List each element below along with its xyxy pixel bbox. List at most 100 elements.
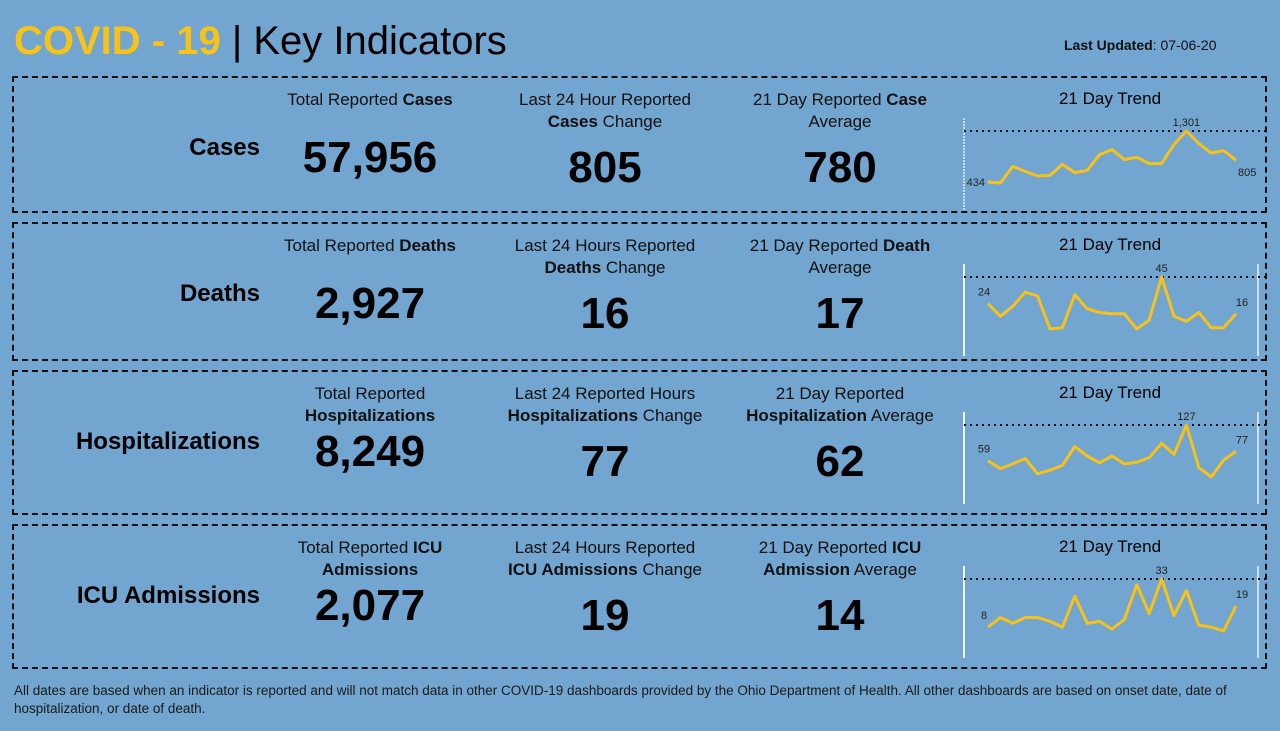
trend-max-label: 45	[1155, 263, 1167, 275]
metric-label: Total Reported ICU Admissions	[250, 537, 490, 581]
metric-label-text: Total Reported	[284, 236, 400, 255]
trend-last-label: 19	[1236, 589, 1248, 601]
metric-label-line: Hospitalizations Change	[485, 405, 725, 427]
metric-label-text: Last 24 Hours Reported	[514, 236, 696, 255]
metric-label-text: Hospitalizations	[507, 406, 639, 425]
metric-label-line: Total Reported	[250, 383, 490, 405]
trend-chart-deaths: 24 16 45	[963, 263, 1268, 356]
metric-label-text: Change	[637, 560, 702, 579]
metric-label-line: Last 24 Hours Reported	[485, 537, 725, 559]
row-label-icu-admissions: ICU Admissions	[76, 582, 260, 609]
trend-last-label: 77	[1236, 434, 1248, 446]
metric-value: 57,956	[302, 133, 438, 182]
trend-title: 21 Day Trend	[1058, 89, 1162, 108]
metric-label-text: 21 Day Reported	[749, 236, 883, 255]
metric-label-line: Average	[720, 111, 960, 133]
panel-icu-admissions	[12, 524, 1267, 669]
metric-label-line: Last 24 Hours Reported	[485, 235, 725, 257]
metric-label-text: Change	[601, 258, 666, 277]
metric-label-line: 21 Day Reported	[720, 383, 960, 405]
metric-label-line: Cases Change	[485, 111, 725, 133]
trend-last-label: 16	[1236, 297, 1248, 309]
metric-label-text: Last 24 Reported Hours	[514, 384, 696, 403]
metric-label-line: Total Reported Deaths	[250, 235, 490, 257]
metric-label-text: Change	[638, 406, 703, 425]
trend-max-label: 127	[1177, 411, 1195, 423]
metric-value: 19	[580, 591, 630, 640]
metric-value: 14	[815, 591, 865, 640]
metric-label-text: Total Reported	[287, 90, 403, 109]
metric-label-text: Average	[867, 406, 934, 425]
metric-label-line: Hospitalization Average	[720, 405, 960, 427]
trend-last-label: 805	[1238, 167, 1256, 179]
metric-label: Total Reported Cases	[250, 89, 490, 111]
row-label-hospitalizations: Hospitalizations	[75, 428, 260, 455]
metric-label: 21 Day Reported Hospitalization Average	[720, 383, 960, 427]
metric-label-line: Average	[720, 257, 960, 279]
row-label-cases: Cases	[189, 134, 260, 161]
metric-label: Last 24 Hours Reported ICU Admissions Cha…	[485, 537, 725, 581]
metric-label-text: Average	[808, 258, 872, 277]
last-updated-value: : 07-06-20	[1152, 37, 1217, 53]
metric-value: 780	[803, 143, 877, 192]
metric-label: Total Reported Hospitalizations	[250, 383, 490, 427]
trend-first-label: 8	[981, 610, 987, 622]
panel-cases	[12, 76, 1267, 213]
metric-label-line: Admissions	[250, 559, 490, 581]
metric-label-text: Death	[883, 236, 931, 255]
metric-label-text: Change	[597, 112, 663, 131]
trend-line	[987, 577, 1238, 633]
trend-title: 21 Day Trend	[1058, 537, 1162, 556]
metric-label: 21 Day Reported Death Average	[720, 235, 960, 279]
trend-line	[987, 423, 1237, 479]
metric-label-line: Deaths Change	[485, 257, 725, 279]
trend-first-label: 24	[978, 287, 990, 299]
metric-value: 2,077	[314, 581, 426, 630]
metric-label-line: Last 24 Hour Reported	[485, 89, 725, 111]
metric-label-text: Hospitalizations	[304, 406, 436, 425]
last-updated: Last Updated: 07-06-20	[1064, 37, 1217, 53]
metric-label-text: 21 Day Reported	[758, 538, 892, 557]
trend-line	[986, 275, 1238, 331]
metric-value: 17	[815, 289, 865, 338]
trend-first-label: 59	[978, 444, 990, 456]
metric-label-text: Admission	[763, 560, 851, 579]
metric-label-text: Case	[886, 90, 927, 109]
metric-label: 21 Day Reported Case Average	[720, 89, 960, 133]
metric-label-line: 21 Day Reported Death	[720, 235, 960, 257]
metric-label-text: Last 24 Hour Reported	[519, 90, 691, 109]
metric-label: Last 24 Hours Reported Deaths Change	[485, 235, 725, 279]
metric-label: Total Reported Deaths	[250, 235, 490, 257]
metric-label-text: Total Reported	[314, 384, 426, 403]
metric-label-text: ICU	[413, 538, 443, 557]
row-label-deaths: Deaths	[179, 280, 260, 307]
metric-label-text: Cases	[402, 90, 453, 109]
metric-label-text: Average	[808, 112, 872, 131]
metric-label-text: Admissions	[321, 560, 419, 579]
metric-label-text: ICU	[891, 538, 922, 557]
metric-value: 8,249	[314, 427, 426, 476]
metric-label-text: Last 24 Hours Reported	[514, 538, 696, 557]
metric-label: 21 Day Reported ICU Admission Average	[720, 537, 960, 581]
metric-label: Last 24 Reported Hours Hospitalizations C…	[485, 383, 725, 427]
metric-label-text: Hospitalization	[746, 406, 868, 425]
footer-note: All dates are based when an indicator is…	[14, 683, 1227, 716]
trend-chart-cases: 434 805 1,301	[963, 117, 1268, 210]
metric-label: Last 24 Hour Reported Cases Change	[485, 89, 725, 133]
trend-chart-hospitalizations: 59 77 127	[963, 411, 1268, 504]
metric-label-text: 21 Day Reported	[775, 384, 905, 403]
page-title: COVID - 19 | Key Indicators	[14, 18, 507, 64]
metric-label-text: Deaths	[544, 258, 602, 277]
metric-label-line: Total Reported Cases	[250, 89, 490, 111]
metric-label-line: Admission Average	[720, 559, 960, 581]
metric-value: 805	[568, 143, 642, 192]
metric-label-text: 21 Day Reported	[753, 90, 887, 109]
metric-label-line: 21 Day Reported Case	[720, 89, 960, 111]
metric-label-text: Average	[850, 560, 917, 579]
metric-label-line: Hospitalizations	[250, 405, 490, 427]
panel-hospitalizations	[12, 370, 1267, 515]
trend-max-label: 33	[1155, 565, 1167, 577]
metric-label-text: Total Reported	[297, 538, 413, 557]
trend-chart-icu-admissions: 8 19 33	[963, 565, 1268, 658]
trend-line	[987, 129, 1237, 185]
